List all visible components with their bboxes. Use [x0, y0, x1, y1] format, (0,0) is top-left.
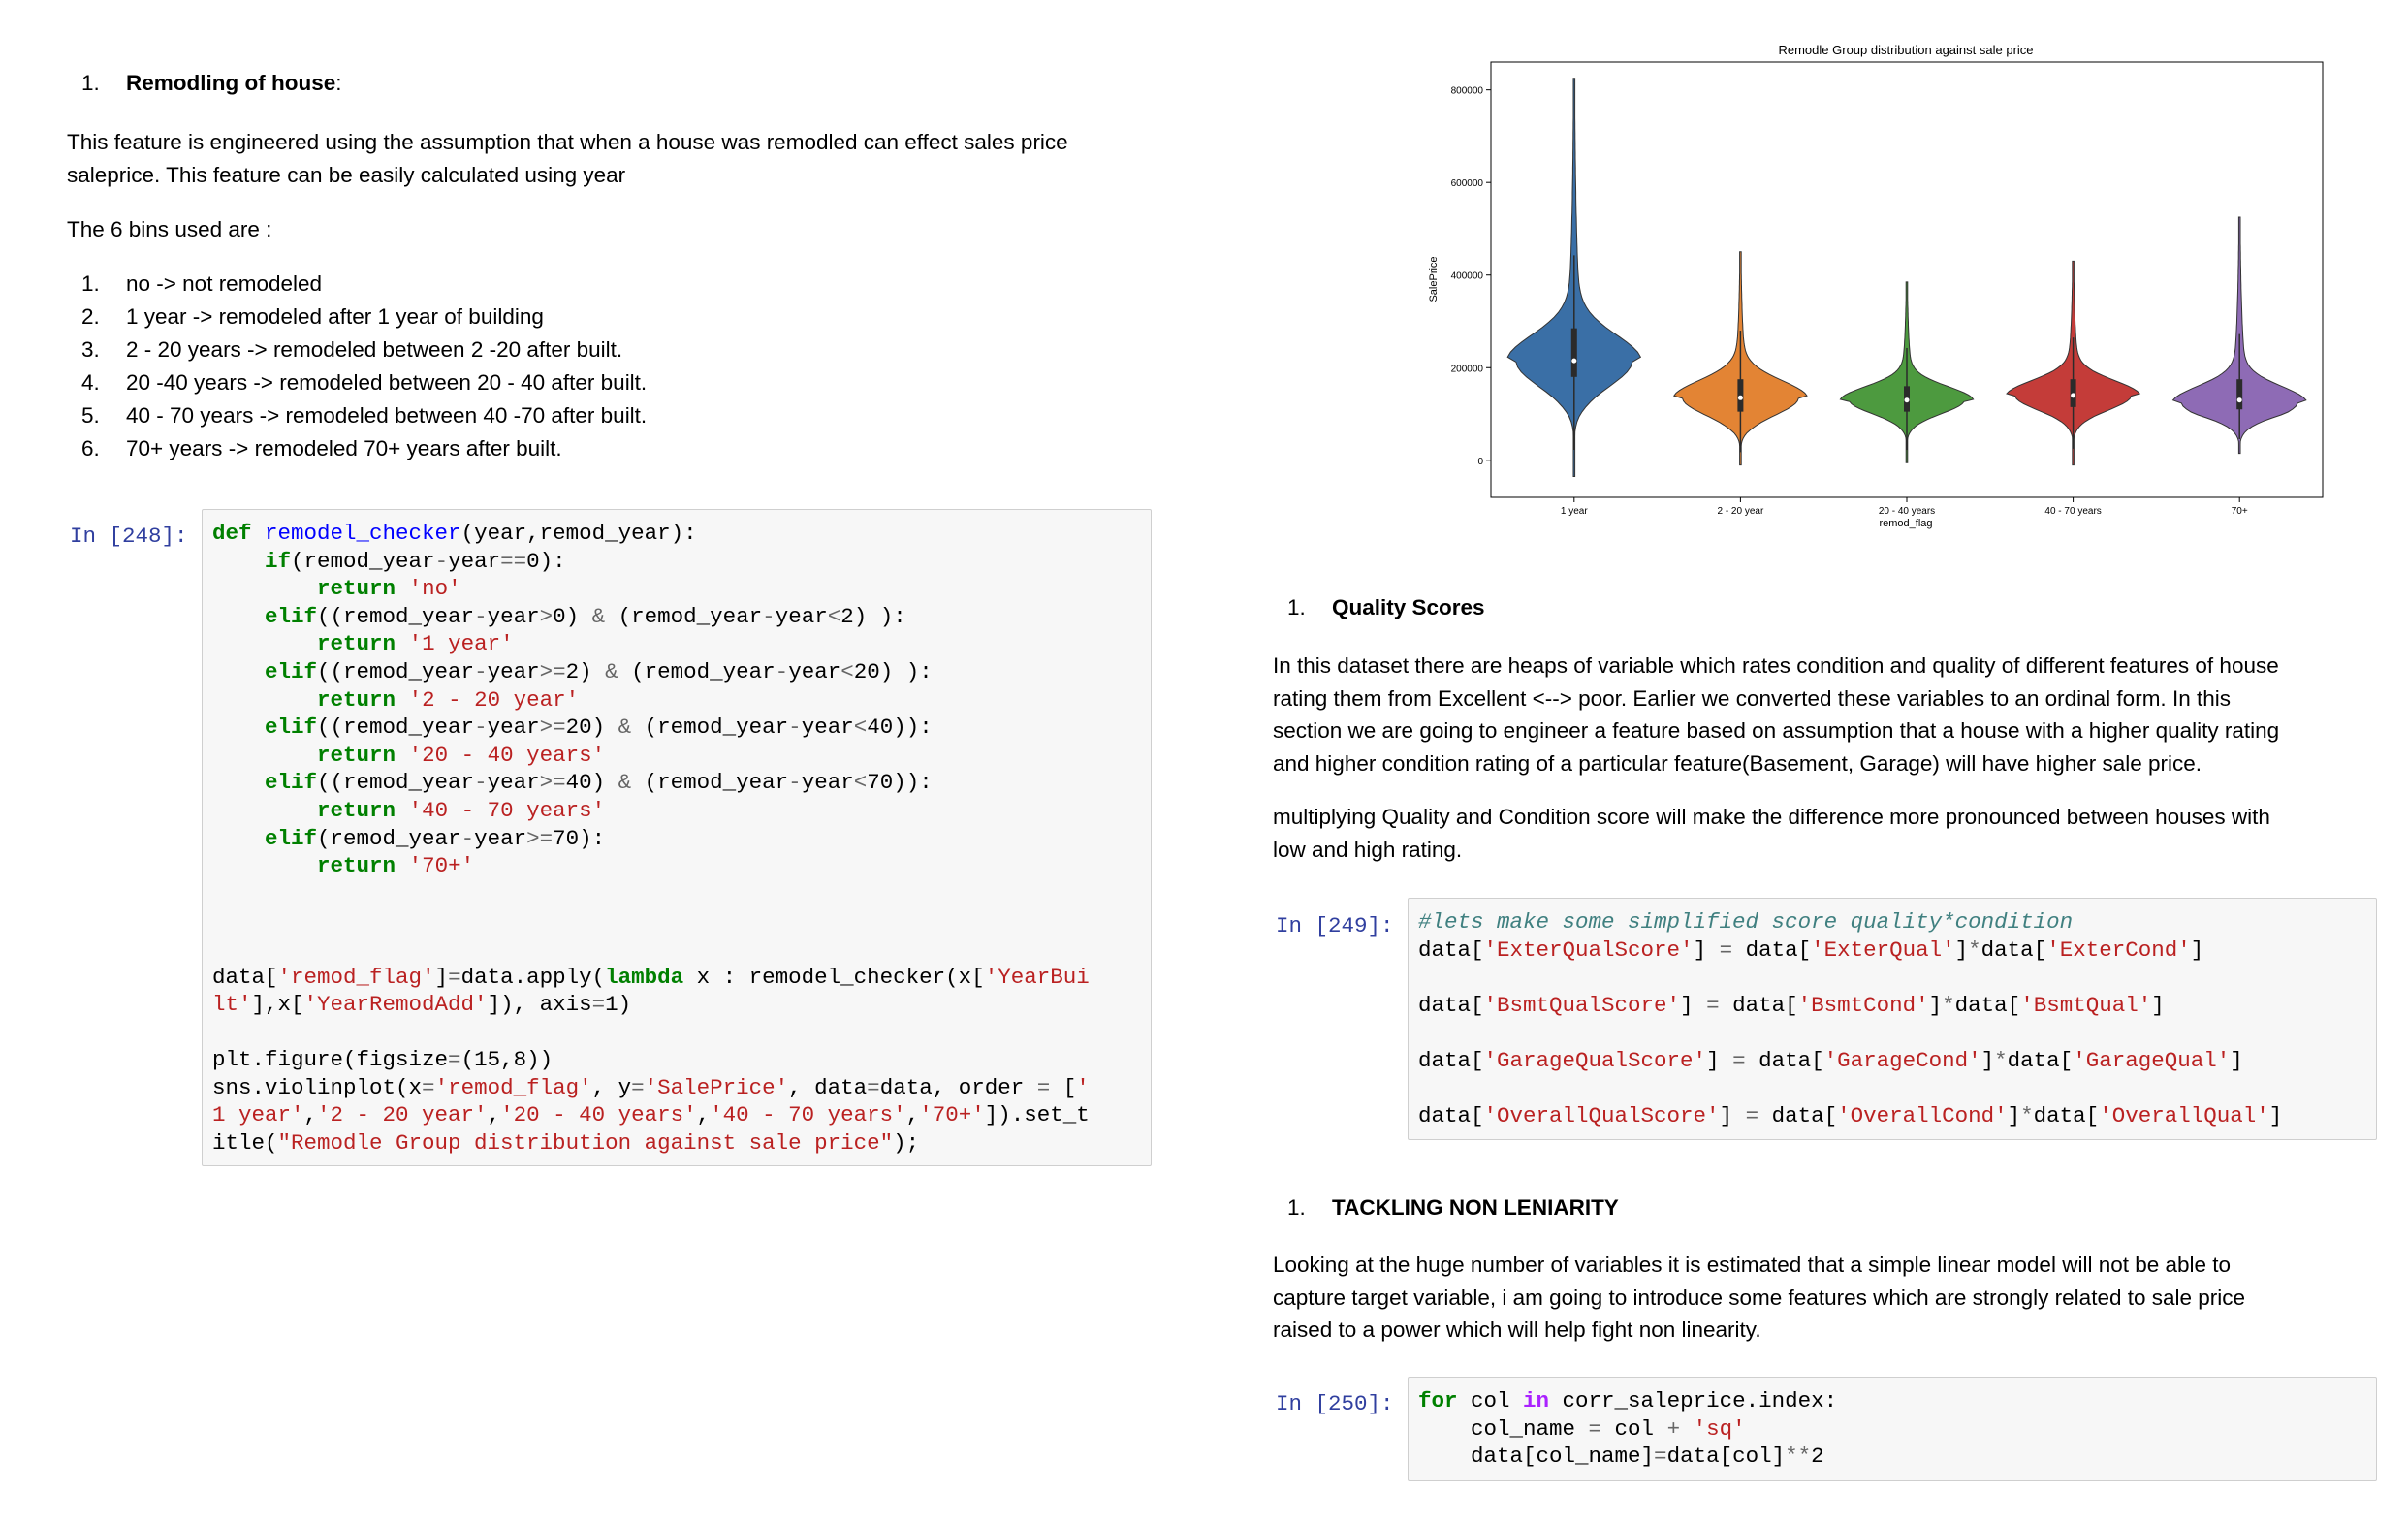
x-tick-label: 20 - 40 years: [1879, 506, 1935, 517]
y-tick-label: 800000: [1451, 86, 1484, 97]
heading-tackling: 1. TACKLING NON LENIARITY: [1287, 1195, 1619, 1220]
violin-median-0: [1571, 358, 1577, 364]
code-cell-248-source[interactable]: def remodel_checker(year,remod_year): if…: [212, 521, 1090, 1157]
cell-248-prompt: In [248]:: [70, 524, 188, 549]
y-tick-label: 600000: [1451, 178, 1484, 189]
violin-median-4: [2236, 397, 2242, 403]
heading-tackling-text: TACKLING NON LENIARITY: [1332, 1195, 1619, 1220]
chart-title: Remodle Group distribution against sale …: [1778, 43, 2033, 57]
y-tick-label: 200000: [1451, 364, 1484, 374]
code-cell-250-source[interactable]: for col in corr_saleprice.index: col_nam…: [1418, 1388, 1838, 1470]
violin-median-2: [1904, 397, 1910, 403]
violin-median-3: [2071, 393, 2076, 398]
heading-quality-scores: 1. Quality Scores: [1287, 595, 1485, 619]
bins-intro: The 6 bins used are :: [67, 217, 272, 241]
heading-quality-scores-text: Quality Scores: [1332, 595, 1485, 619]
code-cell-248[interactable]: def remodel_checker(year,remod_year): if…: [202, 509, 1152, 1166]
x-axis-label: remod_flag: [1879, 518, 1932, 529]
code-cell-250[interactable]: for col in corr_saleprice.index: col_nam…: [1408, 1377, 2377, 1481]
x-axis: 1 year 2 - 20 year 20 - 40 years 40 - 70 ye…: [1561, 497, 2248, 517]
cell-249-prompt: In [249]:: [1276, 913, 1394, 938]
heading-remodling-suffix: :: [335, 71, 342, 95]
quality-paragraph: In this dataset there are heaps of varia…: [1273, 653, 2280, 776]
violins: [1506, 78, 2307, 477]
violin-box-0: [1570, 328, 1577, 377]
cell-250-prompt: In [250]:: [1276, 1391, 1394, 1416]
violin-chart: Remodle Group distribution against sale …: [1428, 43, 2324, 529]
code-cell-249[interactable]: #lets make some simplified score quality…: [1408, 898, 2377, 1140]
remodel-paragraph-line2: saleprice. This feature can be easily ca…: [67, 162, 626, 187]
multiplying-paragraph: multiplying Quality and Condition score …: [1273, 805, 2270, 862]
y-tick-label: 400000: [1451, 271, 1484, 282]
x-tick-label: 70+: [2232, 506, 2248, 517]
y-tick-label: 0: [1477, 457, 1483, 467]
y-axis-label: SalePrice: [1428, 256, 1440, 302]
code-cell-249-source[interactable]: #lets make some simplified score quality…: [1418, 909, 2283, 1129]
heading-remodling: 1. Remodling of house:: [81, 71, 342, 95]
x-tick-label: 1 year: [1561, 506, 1588, 517]
tackling-paragraph: Looking at the huge number of variables …: [1273, 1253, 2246, 1342]
remodel-paragraph: This feature is engineered using the ass…: [67, 126, 1182, 191]
y-axis: 0 200000 400000 600000 800000: [1451, 86, 1491, 467]
x-tick-label: 40 - 70 years: [2044, 506, 2101, 517]
x-tick-label: 2 - 20 year: [1717, 506, 1763, 517]
remodel-paragraph-line1: This feature is engineered using the ass…: [67, 130, 1068, 154]
violin-median-1: [1737, 395, 1743, 400]
heading-remodling-text: Remodling of house: [126, 71, 336, 95]
violin-box-4: [2236, 379, 2243, 410]
